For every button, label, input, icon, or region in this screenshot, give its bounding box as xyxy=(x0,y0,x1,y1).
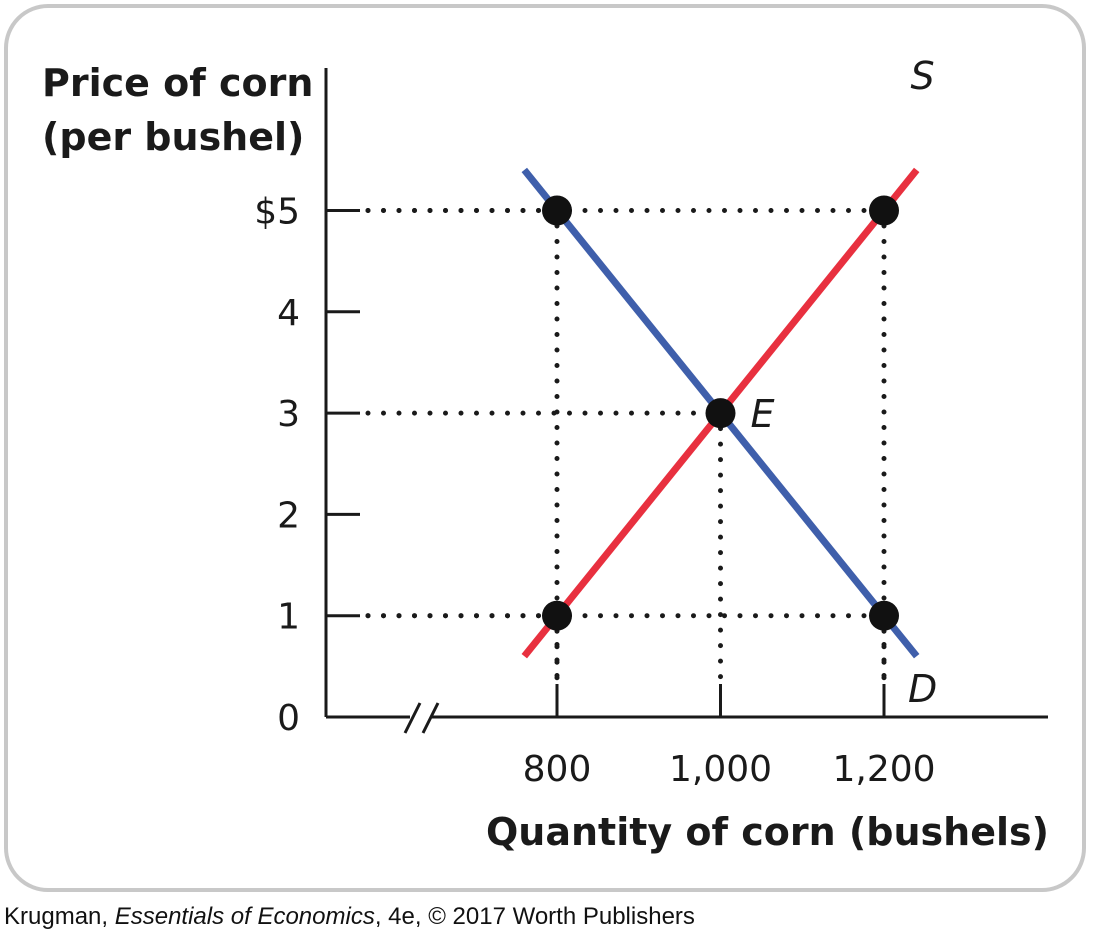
x-tick-label-800: 800 xyxy=(523,749,592,790)
y-axis-title-line2: (per bushel) xyxy=(42,115,304,159)
point-marker-3 xyxy=(542,600,572,631)
supply-curve-label: S xyxy=(911,54,935,98)
chart-frame xyxy=(4,4,1086,892)
y-tick-label-2: 2 xyxy=(277,495,300,536)
source-caption: Krugman, Essentials of Economics, 4e, © … xyxy=(4,903,695,931)
x-tick-label-1200: 1,200 xyxy=(832,749,935,790)
axis-break-mark-2 xyxy=(421,702,440,734)
y-tick-label-4: 4 xyxy=(277,293,300,334)
caption-rest: , 4e, © 2017 Worth Publishers xyxy=(374,903,695,930)
point-marker-2 xyxy=(705,398,736,429)
axis-break-mark-1 xyxy=(403,702,422,734)
y-tick-label-3: 3 xyxy=(277,394,300,435)
x-axis-title: Quantity of corn (bushels) xyxy=(486,810,1049,854)
caption-author: Krugman, xyxy=(4,903,115,930)
y-axis-title-line1: Price of corn xyxy=(42,61,313,105)
point-marker-1 xyxy=(869,195,899,226)
point-marker-4 xyxy=(869,600,899,631)
plot-area: $5 4 3 2 1 0 800 1,000 1,200 S D E xyxy=(254,54,1048,790)
y-tick-label-5: $5 xyxy=(254,192,300,233)
point-marker-0 xyxy=(542,195,572,226)
caption-book-title: Essentials of Economics xyxy=(114,903,375,930)
x-tick-label-1000: 1,000 xyxy=(669,749,772,790)
y-tick-label-1: 1 xyxy=(277,597,300,638)
demand-curve-label: D xyxy=(908,667,937,711)
equilibrium-label: E xyxy=(751,392,775,436)
y-tick-label-0: 0 xyxy=(277,698,300,739)
